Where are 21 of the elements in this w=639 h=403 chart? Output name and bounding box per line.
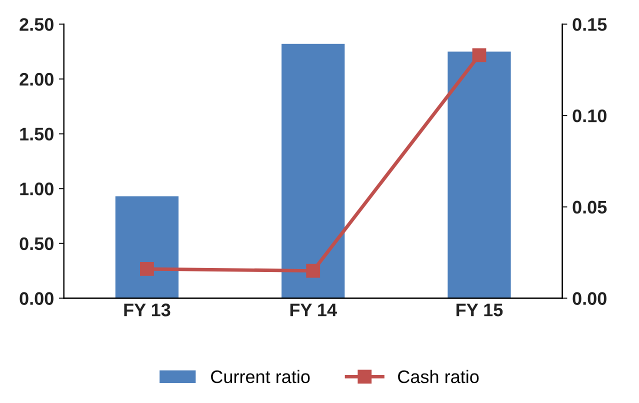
point: [472, 48, 486, 62]
y-tick-label: 1.00: [20, 182, 54, 196]
y2-tick-label: 0.10: [572, 109, 606, 122]
y2-tick-label: 0.15: [572, 18, 607, 31]
bar: [448, 52, 511, 298]
x-tick-label: FY 14: [290, 304, 337, 316]
y-tick-label: 0.00: [20, 292, 54, 305]
point: [140, 262, 154, 276]
bar: [282, 44, 345, 298]
x-tick-label: FY 15: [456, 304, 503, 316]
point: [306, 264, 320, 278]
y2-tick-label: 0.05: [572, 200, 607, 214]
legend-label: Cash ratio: [398, 370, 479, 384]
y2-tick-label: 0.00: [572, 292, 606, 305]
y-tick-label: 1.50: [20, 128, 54, 141]
x-tick-label: FY 13: [124, 304, 170, 316]
y-tick-label: 2.50: [20, 18, 54, 31]
y-tick-label: 2.00: [20, 72, 54, 86]
legend-label: Current ratio: [211, 370, 310, 384]
y-tick-label: 0.50: [20, 237, 54, 250]
bar: [115, 196, 179, 298]
